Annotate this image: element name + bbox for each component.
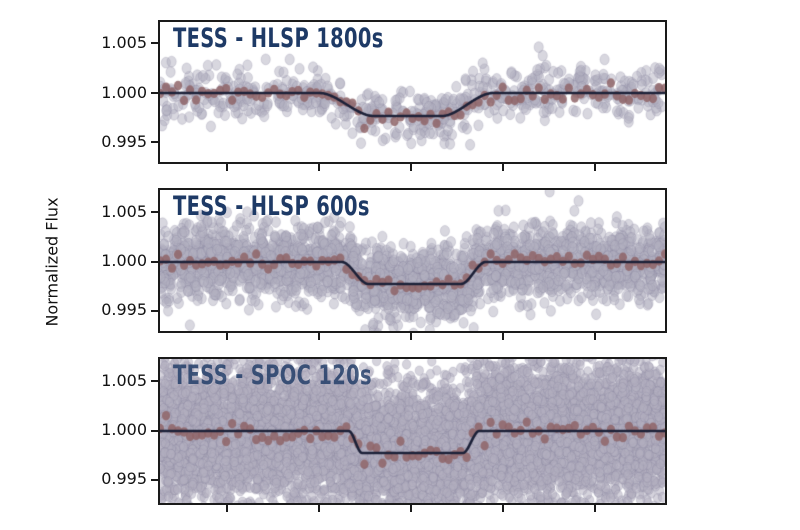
panel-hlsp-600: TESS - HLSP 600s 1.005 1.000 0.995 <box>101 188 667 340</box>
panel-hlsp-1800: TESS - HLSP 1800s 1.005 1.000 0.995 <box>101 20 667 171</box>
x-axis-tick <box>409 333 412 340</box>
light-curve-plot-hlsp-600 <box>160 190 665 331</box>
x-axis-tick <box>502 505 505 512</box>
x-axis-tick <box>594 333 597 340</box>
ytick-label: 1.005 <box>101 202 147 221</box>
x-axis-tick <box>225 333 228 340</box>
x-axis-tick <box>594 505 597 512</box>
ytick-label: 1.005 <box>101 33 147 52</box>
panel-title-hlsp-600: TESS - HLSP 600s <box>173 191 370 222</box>
panel-title-hlsp-1800: TESS - HLSP 1800s <box>173 23 384 54</box>
ytick-label: 1.000 <box>101 420 147 439</box>
y-axis-tick <box>151 211 158 213</box>
x-axis-tick <box>409 164 412 171</box>
x-axis-tick <box>502 333 505 340</box>
panel-title-spoc-120: TESS - SPOC 120s <box>173 360 373 391</box>
ytick-label: 1.000 <box>101 251 147 270</box>
x-axis-tick <box>317 164 320 171</box>
ytick-label: 1.005 <box>101 371 147 390</box>
y-axis-tick <box>151 92 158 94</box>
x-axis-tick <box>225 164 228 171</box>
x-axis-tick <box>225 505 228 512</box>
x-axis-tick <box>409 505 412 512</box>
panel-spoc-120: TESS - SPOC 120s 1.005 1.000 0.995 <box>101 357 667 512</box>
x-axis-tick <box>317 333 320 340</box>
ytick-label: 0.995 <box>101 300 147 319</box>
y-axis-tick <box>151 42 158 44</box>
x-axis-tick <box>502 164 505 171</box>
light-curve-plot-spoc-120 <box>160 359 665 503</box>
ytick-label: 0.995 <box>101 469 147 488</box>
light-curve-plot-hlsp-1800 <box>160 22 665 162</box>
y-axis-tick <box>151 479 158 481</box>
y-axis-tick <box>151 310 158 312</box>
y-axis-label: Normalized Flux <box>42 197 62 327</box>
ytick-label: 1.000 <box>101 83 147 102</box>
x-axis-tick <box>317 505 320 512</box>
y-axis-tick <box>151 261 158 263</box>
y-axis-tick <box>151 380 158 382</box>
y-axis-tick <box>151 141 158 143</box>
y-axis-tick <box>151 430 158 432</box>
ytick-label: 0.995 <box>101 132 147 151</box>
x-axis-tick <box>594 164 597 171</box>
